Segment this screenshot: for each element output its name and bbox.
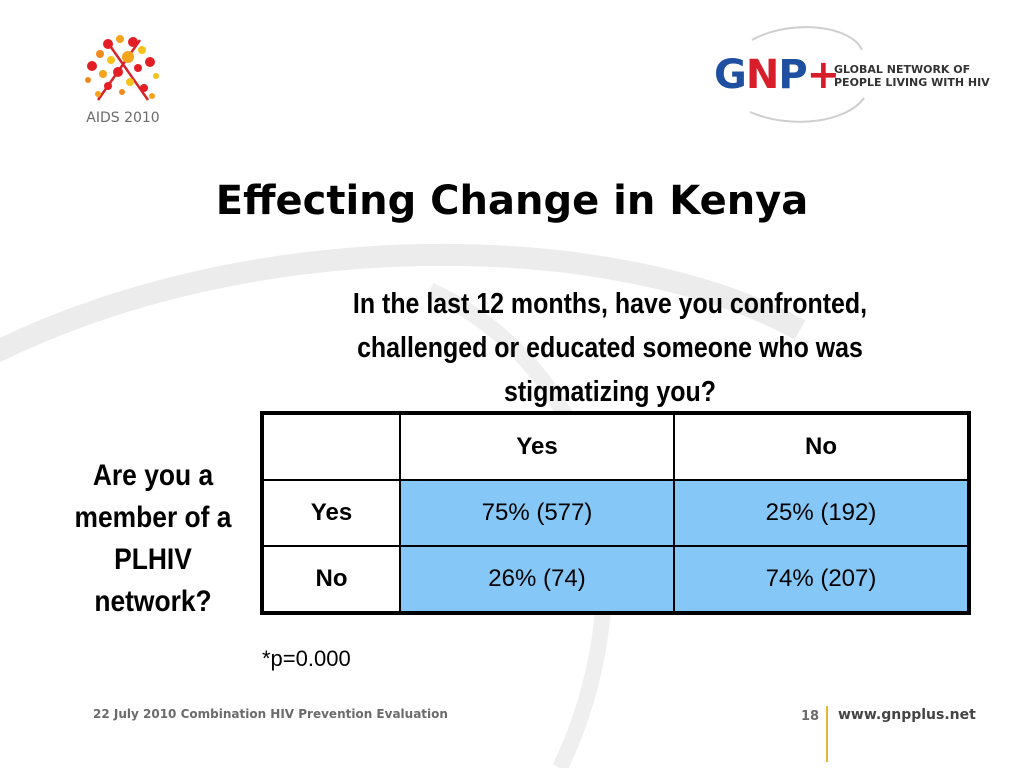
table-row: No 26% (74) 74% (207): [261, 545, 970, 614]
table-cell: 75% (577): [399, 479, 675, 547]
aids-ribbon-icon: [85, 35, 159, 101]
table-header-row: Yes No: [261, 412, 970, 481]
aids-2010-logo: AIDS 2010: [78, 30, 168, 134]
gnp-tagline-line2: PEOPLE LIVING WITH HIV: [834, 76, 990, 89]
gnp-letter-p: P: [778, 52, 807, 98]
table-corner-cell: [261, 412, 401, 481]
table-cell: 25% (192): [673, 479, 970, 547]
slide-title: Effecting Change in Kenya: [215, 178, 809, 224]
column-header-yes: Yes: [399, 412, 675, 481]
row-header-no: No: [261, 545, 401, 614]
gnp-letters: GNP+: [714, 52, 841, 98]
row-question: Are you a member of a PLHIV network?: [74, 459, 232, 618]
table-cell: 26% (74): [399, 545, 675, 614]
footer-divider: [826, 706, 828, 762]
footer-url: www.gnpplus.net: [838, 707, 976, 723]
p-value-note: *p=0.000: [262, 646, 351, 671]
footer-caption: 22 July 2010 Combination HIV Prevention …: [93, 707, 448, 721]
page-number: 18: [800, 709, 820, 724]
column-question: In the last 12 months, have you confront…: [352, 288, 868, 408]
gnp-plus-logo: GNP+ GLOBAL NETWORK OF PEOPLE LIVING WIT…: [712, 22, 1002, 127]
gnp-tagline-line1: GLOBAL NETWORK OF: [834, 63, 971, 76]
gnp-tagline: GLOBAL NETWORK OF PEOPLE LIVING WITH HIV: [834, 63, 1004, 89]
cross-tab-table: Yes No Yes 75% (577) 25% (192) No 26% (7…: [260, 411, 971, 615]
row-header-yes: Yes: [261, 479, 401, 547]
table-row: Yes 75% (577) 25% (192): [261, 479, 970, 547]
gnp-plus-sign: +: [806, 52, 841, 98]
gnp-swoosh-icon: [749, 26, 865, 123]
column-header-no: No: [673, 412, 970, 481]
table-cell: 74% (207): [673, 545, 970, 614]
aids-logo-text: AIDS 2010: [86, 110, 160, 126]
gnp-letter-n: N: [745, 52, 779, 98]
gnp-letter-g: G: [714, 52, 747, 98]
